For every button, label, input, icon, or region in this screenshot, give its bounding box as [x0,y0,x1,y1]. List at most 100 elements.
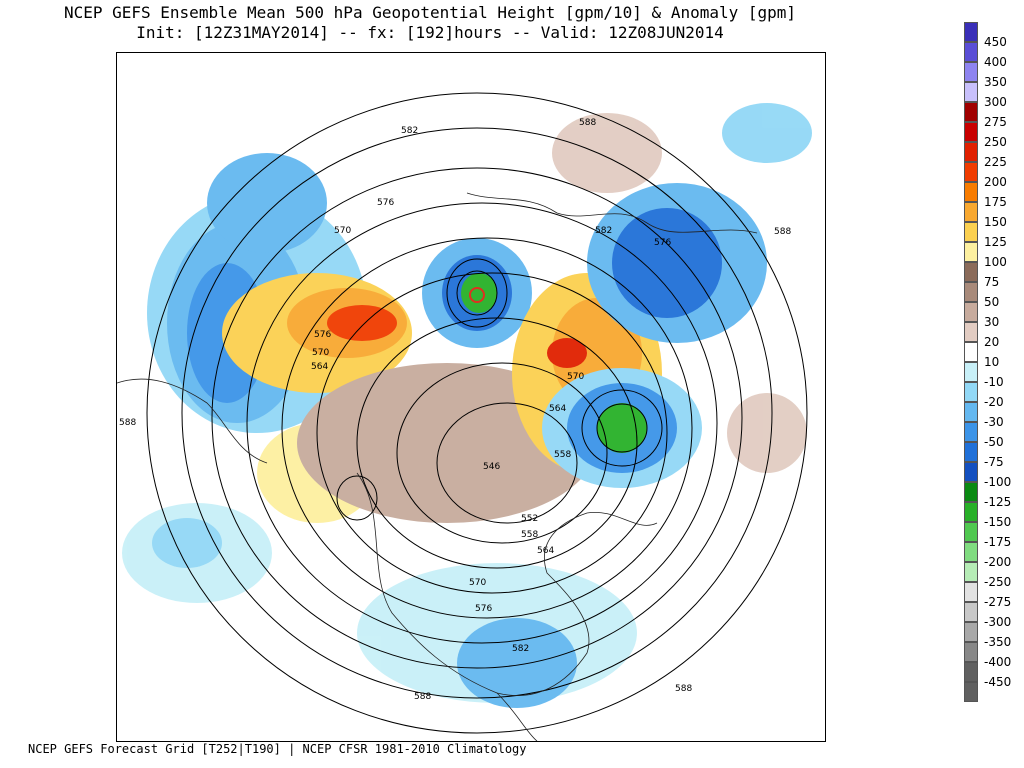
contour-label: 588 [414,692,431,702]
colorbar-swatch [964,62,978,82]
colorbar-label: 300 [984,95,1007,109]
colorbar-label: 20 [984,335,1000,349]
contour-label: 564 [537,546,554,556]
contour-label: 588 [675,684,692,694]
footer-credit: NCEP GEFS Forecast Grid [T252|T190] | NC… [28,742,527,756]
colorbar-label: -125 [984,495,1012,509]
colorbar-swatch [964,342,978,362]
contour-label: 552 [521,514,538,524]
colorbar-label: -350 [984,635,1012,649]
colorbar-label: 75 [984,275,1000,289]
colorbar-label: 30 [984,315,1000,329]
colorbar-label: -100 [984,475,1012,489]
colorbar-label: -450 [984,675,1012,689]
colorbar-swatch [964,482,978,502]
anomaly-map: 582 588 576 570 582 576 588 576 570 564 … [116,52,826,742]
coastlines [117,192,758,741]
contour-label: 570 [469,578,486,588]
map-graphic: 582 588 576 570 582 576 588 576 570 564 … [117,92,812,741]
colorbar-label: -50 [984,435,1004,449]
title-line-2: Init: [12Z31MAY2014] -- fx: [192]hours -… [136,23,724,42]
title-line-1: NCEP GEFS Ensemble Mean 500 hPa Geopoten… [63,3,797,22]
colorbar-swatch [964,282,978,302]
colorbar-label: 150 [984,215,1007,229]
colorbar-swatch [964,82,978,102]
colorbar-label: -275 [984,595,1012,609]
contour-label: 570 [312,348,329,358]
colorbar-label: -30 [984,415,1004,429]
contour-label: 588 [774,227,791,237]
contour-label: 576 [475,604,492,614]
colorbar-swatch [964,502,978,522]
contour-label: 558 [521,530,538,540]
contour-label: 576 [377,198,394,208]
height-contours [146,92,808,734]
colorbar-swatch [964,422,978,442]
colorbar-swatch [964,142,978,162]
chart-title: NCEP GEFS Ensemble Mean 500 hPa Geopoten… [0,3,860,43]
colorbar-label: 450 [984,35,1007,49]
contour-label: 570 [334,226,351,236]
colorbar-label: 200 [984,175,1007,189]
low-center-marker [469,287,485,303]
colorbar-swatch [964,642,978,662]
colorbar-label: -150 [984,515,1012,529]
colorbar-swatch [964,682,978,702]
colorbar-label: 100 [984,255,1007,269]
colorbar-label: 250 [984,135,1007,149]
colorbar-swatch [964,182,978,202]
colorbar-swatch [964,582,978,602]
colorbar-label: 10 [984,355,1000,369]
colorbar-swatch [964,462,978,482]
colorbar-swatch [964,102,978,122]
colorbar-swatch [964,322,978,342]
contour-label: 582 [512,644,529,654]
colorbar-label: -250 [984,575,1012,589]
colorbar-swatch [964,242,978,262]
colorbar-label: 50 [984,295,1000,309]
colorbar-swatch [964,402,978,422]
colorbar-swatch [964,442,978,462]
colorbar-label: 350 [984,75,1007,89]
colorbar-label: 125 [984,235,1007,249]
contour-label: 588 [119,418,136,428]
colorbar-swatch [964,602,978,622]
colorbar-swatch [964,622,978,642]
colorbar-swatch [964,562,978,582]
contour-label: 570 [567,372,584,382]
colorbar-label: -10 [984,375,1004,389]
anomaly-fill [122,103,812,708]
colorbar-label: 400 [984,55,1007,69]
contour-label: 588 [579,118,596,128]
colorbar-swatch [964,362,978,382]
colorbar-swatch [964,42,978,62]
colorbar-swatch [964,522,978,542]
colorbar-label: -300 [984,615,1012,629]
colorbar-swatch [964,222,978,242]
colorbar-swatch [964,262,978,282]
colorbar-swatch [964,542,978,562]
colorbar-swatch [964,302,978,322]
colorbar-label: -20 [984,395,1004,409]
contour-label: 546 [483,462,500,472]
contour-labels: 582 588 576 570 582 576 588 576 570 564 … [119,118,791,702]
colorbar-label: -400 [984,655,1012,669]
colorbar-swatch [964,202,978,222]
colorbar-label: 175 [984,195,1007,209]
contour-label: 582 [595,226,612,236]
colorbar-label: -200 [984,555,1012,569]
colorbar-swatch [964,122,978,142]
contour-label: 576 [314,330,331,340]
contour-label: 564 [311,362,328,372]
contour-label: 558 [554,450,571,460]
colorbar-swatch [964,662,978,682]
colorbar-label: 275 [984,115,1007,129]
colorbar-swatch [964,162,978,182]
colorbar-label: -75 [984,455,1004,469]
colorbar-label: -175 [984,535,1012,549]
contour-label: 564 [549,404,566,414]
colorbar-swatch [964,382,978,402]
colorbar-swatch [964,22,978,42]
contour-label: 576 [654,238,671,248]
colorbar-label: 225 [984,155,1007,169]
